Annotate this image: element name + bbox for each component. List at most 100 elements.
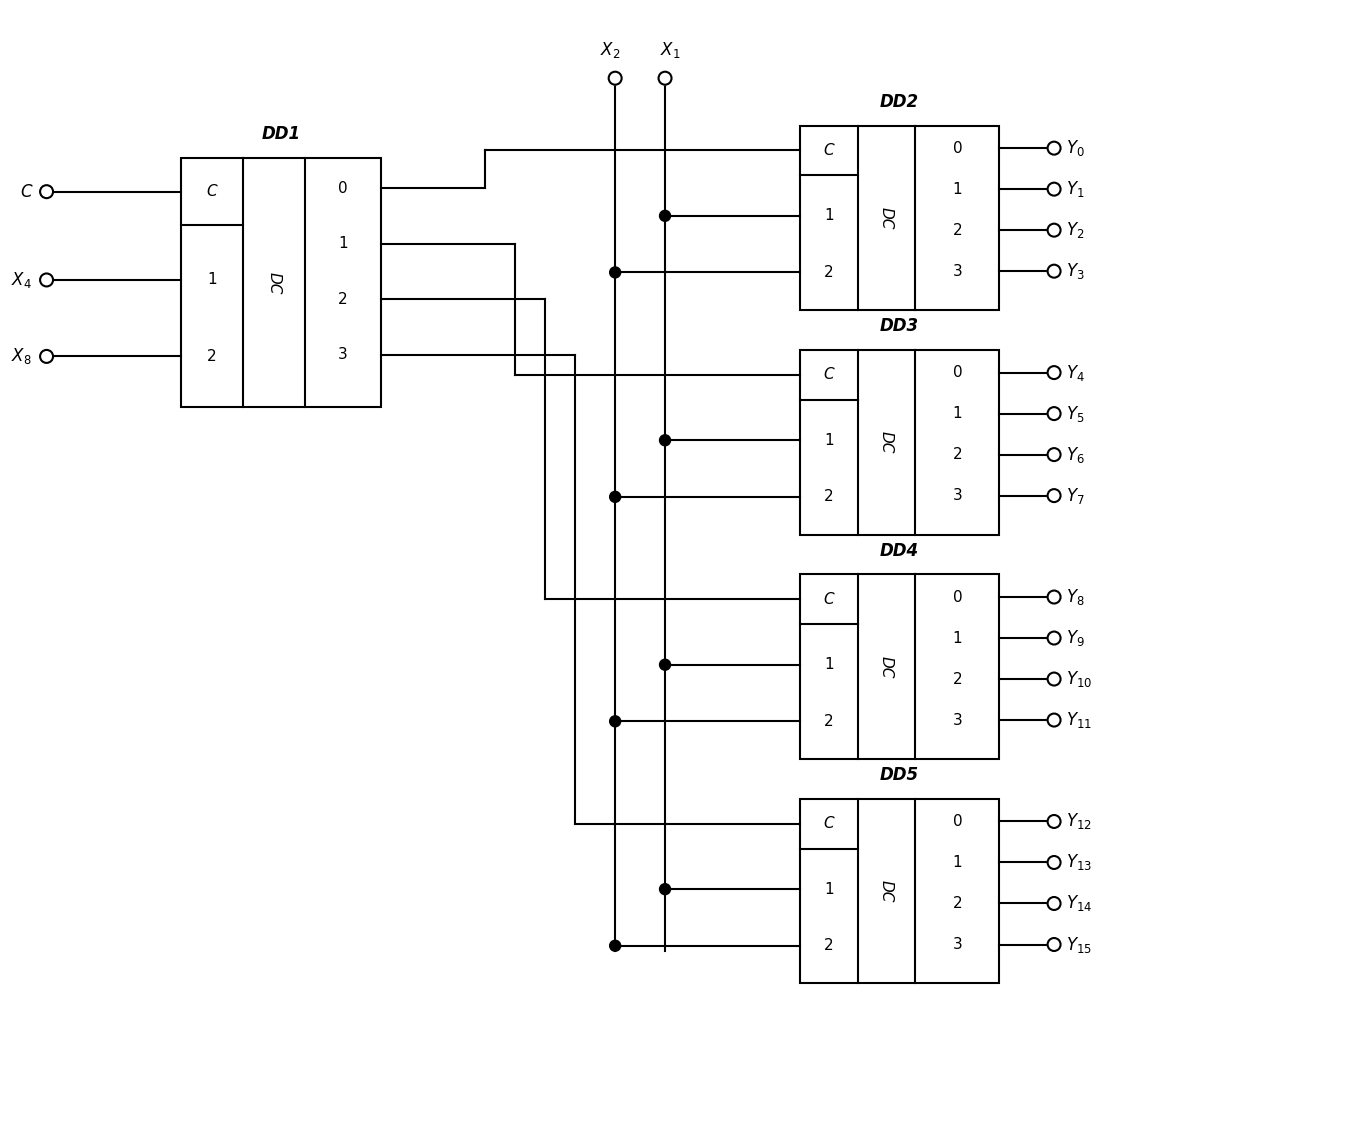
- Text: $Y_{8}$: $Y_{8}$: [1066, 587, 1084, 607]
- Bar: [181, 158, 381, 407]
- Circle shape: [1047, 591, 1061, 604]
- Text: $Y_{13}$: $Y_{13}$: [1066, 852, 1092, 872]
- Circle shape: [610, 267, 621, 278]
- Circle shape: [610, 940, 621, 951]
- Circle shape: [39, 185, 53, 198]
- Text: 2: 2: [952, 896, 962, 911]
- Text: C: C: [823, 592, 834, 606]
- Circle shape: [659, 72, 671, 85]
- Text: DD1: DD1: [262, 125, 301, 143]
- Bar: [799, 125, 1000, 310]
- Circle shape: [1047, 897, 1061, 909]
- Circle shape: [1047, 857, 1061, 869]
- Text: C: C: [823, 367, 834, 382]
- Text: $X_2$: $X_2$: [601, 41, 620, 60]
- Text: $Y_{6}$: $Y_{6}$: [1066, 445, 1084, 464]
- Text: $Y_{3}$: $Y_{3}$: [1066, 261, 1084, 281]
- Circle shape: [1047, 223, 1061, 237]
- Text: $Y_{11}$: $Y_{11}$: [1066, 710, 1092, 730]
- Text: $Y_{15}$: $Y_{15}$: [1066, 934, 1092, 955]
- Circle shape: [1047, 183, 1061, 196]
- Circle shape: [609, 72, 621, 85]
- Text: C: C: [207, 184, 218, 199]
- Text: DC: DC: [878, 206, 893, 229]
- Text: 2: 2: [338, 292, 347, 307]
- Text: 3: 3: [952, 264, 962, 278]
- Text: 2: 2: [824, 489, 834, 505]
- Circle shape: [1047, 366, 1061, 379]
- Text: C: C: [823, 143, 834, 158]
- Text: 2: 2: [207, 349, 217, 364]
- Text: $Y_{10}$: $Y_{10}$: [1066, 669, 1092, 689]
- Text: 1: 1: [824, 657, 834, 672]
- Circle shape: [1047, 489, 1061, 503]
- Text: 2: 2: [952, 447, 962, 462]
- Circle shape: [1047, 142, 1061, 154]
- Text: 0: 0: [952, 589, 962, 604]
- Circle shape: [1047, 631, 1061, 645]
- Circle shape: [610, 716, 621, 727]
- Text: 1: 1: [952, 855, 962, 870]
- Circle shape: [659, 435, 670, 446]
- Text: 2: 2: [952, 223, 962, 238]
- Text: 3: 3: [952, 937, 962, 952]
- Circle shape: [1047, 407, 1061, 420]
- Text: $Y_{1}$: $Y_{1}$: [1066, 179, 1084, 199]
- Text: 1: 1: [824, 208, 834, 223]
- Text: 2: 2: [824, 265, 834, 279]
- Text: $Y_{4}$: $Y_{4}$: [1066, 363, 1086, 382]
- Text: 1: 1: [952, 181, 962, 196]
- Text: DD3: DD3: [880, 317, 919, 335]
- Text: 1: 1: [952, 406, 962, 421]
- Text: 1: 1: [824, 881, 834, 897]
- Circle shape: [1047, 938, 1061, 951]
- Circle shape: [1047, 449, 1061, 461]
- Bar: [799, 575, 1000, 758]
- Text: $Y_{2}$: $Y_{2}$: [1066, 220, 1084, 240]
- Text: DC: DC: [878, 432, 893, 453]
- Text: $X_4$: $X_4$: [11, 270, 31, 290]
- Text: 0: 0: [952, 141, 962, 156]
- Text: $Y_{12}$: $Y_{12}$: [1066, 811, 1092, 832]
- Text: $Y_{5}$: $Y_{5}$: [1066, 403, 1084, 424]
- Circle shape: [39, 274, 53, 286]
- Text: 0: 0: [952, 365, 962, 380]
- Text: $Y_{7}$: $Y_{7}$: [1066, 486, 1084, 506]
- Circle shape: [39, 349, 53, 363]
- Text: 0: 0: [338, 181, 347, 196]
- Bar: [799, 799, 1000, 984]
- Bar: [799, 350, 1000, 534]
- Text: 1: 1: [207, 273, 217, 287]
- Text: C: C: [823, 816, 834, 832]
- Text: 2: 2: [952, 672, 962, 686]
- Text: 2: 2: [824, 713, 834, 729]
- Text: DD5: DD5: [880, 766, 919, 784]
- Circle shape: [1047, 713, 1061, 727]
- Text: 2: 2: [824, 939, 834, 953]
- Text: C: C: [20, 183, 31, 201]
- Text: $X_1$: $X_1$: [659, 41, 680, 60]
- Text: DD2: DD2: [880, 92, 919, 110]
- Text: 0: 0: [952, 814, 962, 829]
- Circle shape: [659, 659, 670, 671]
- Text: DC: DC: [267, 272, 282, 294]
- Text: $X_8$: $X_8$: [11, 346, 31, 366]
- Text: 1: 1: [824, 433, 834, 447]
- Text: 3: 3: [338, 347, 347, 362]
- Circle shape: [1047, 815, 1061, 828]
- Circle shape: [610, 491, 621, 503]
- Circle shape: [1047, 673, 1061, 685]
- Text: 3: 3: [952, 712, 962, 728]
- Text: $Y_{14}$: $Y_{14}$: [1066, 894, 1092, 914]
- Text: DC: DC: [878, 880, 893, 903]
- Text: DD4: DD4: [880, 541, 919, 559]
- Text: DC: DC: [878, 656, 893, 678]
- Text: 1: 1: [338, 237, 347, 251]
- Circle shape: [659, 211, 670, 221]
- Circle shape: [1047, 265, 1061, 277]
- Text: $Y_{9}$: $Y_{9}$: [1066, 628, 1084, 648]
- Text: 3: 3: [952, 488, 962, 503]
- Text: 1: 1: [952, 630, 962, 646]
- Text: $Y_{0}$: $Y_{0}$: [1066, 139, 1084, 158]
- Circle shape: [659, 884, 670, 895]
